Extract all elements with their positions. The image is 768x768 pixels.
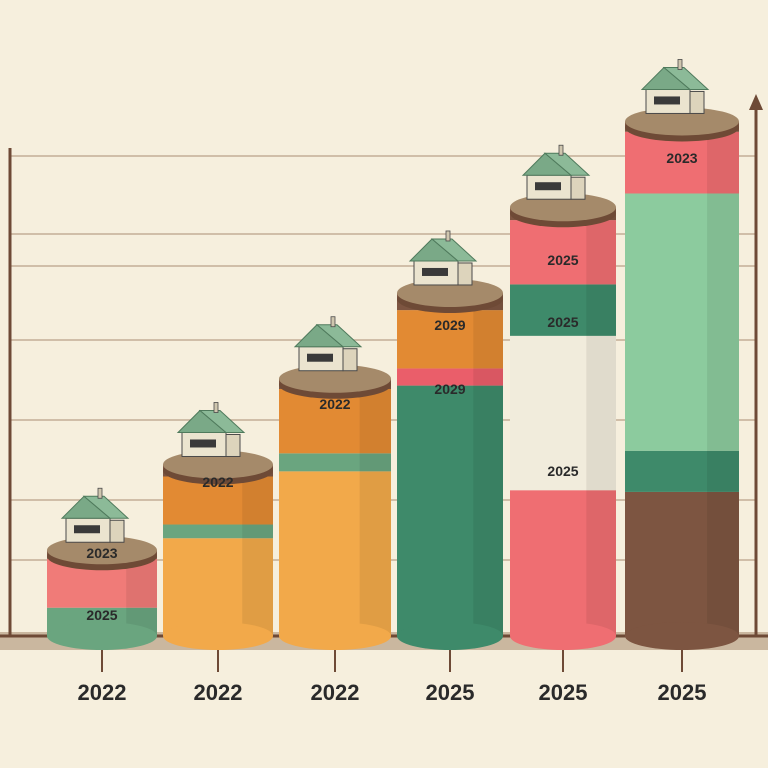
bar-shade (586, 207, 616, 636)
bar-segment (510, 490, 616, 636)
bar-segment (397, 368, 503, 386)
bar-segment (510, 284, 616, 336)
bar-label: 2025 (547, 252, 578, 268)
bar-base (47, 622, 157, 650)
bar-top (510, 193, 616, 222)
bar-segment (163, 538, 273, 636)
x-tick-label: 2022 (194, 680, 243, 705)
bar-top (625, 107, 739, 136)
house-icon (60, 487, 130, 543)
bar-label: 2022 (319, 396, 350, 412)
bar-segment (397, 310, 503, 369)
bar-segment (163, 476, 273, 525)
bar-shade (359, 378, 391, 636)
bar-top (397, 278, 503, 307)
bar-label: 2025 (547, 314, 578, 330)
bar-cylinder: 2022 (279, 316, 391, 650)
bar-cylinder: 2023 2025 (47, 487, 157, 650)
bar-label: 2022 (202, 474, 233, 490)
bar-top (163, 450, 273, 479)
bar-cylinder: 2025 2025 2025 (510, 144, 616, 650)
x-tick-labels: 2022 2022 2022 2025 2025 2025 (78, 650, 707, 705)
bar-cylinder: 2023 (625, 59, 739, 650)
bar-segment (625, 193, 739, 451)
bar-label: 2023 (86, 545, 117, 561)
axis-arrow-icon (749, 94, 763, 110)
bar-label: 2023 (666, 150, 697, 166)
x-tick-label: 2022 (78, 680, 127, 705)
bar-segment (279, 453, 391, 472)
bar-segment (625, 131, 739, 194)
bar-base (163, 622, 273, 650)
house-icon (521, 144, 591, 200)
house-icon (640, 59, 710, 114)
x-tick-label: 2025 (539, 680, 588, 705)
bar-base (625, 622, 739, 650)
bar-label: 2029 (434, 381, 465, 397)
bar-base (279, 622, 391, 650)
bar-segment (510, 220, 616, 285)
bar-segment (163, 524, 273, 539)
bar-shade (473, 292, 503, 636)
bar-top (279, 364, 391, 393)
bar-label: 2029 (434, 317, 465, 333)
bar-segment (279, 471, 391, 636)
x-tick-label: 2025 (426, 680, 475, 705)
bar-segment (625, 450, 739, 492)
house-icon (408, 230, 478, 286)
bar-shade (707, 121, 739, 637)
bar-segment (279, 389, 391, 454)
bar-shade (242, 464, 273, 636)
bar-top (47, 536, 157, 565)
bar-cylinder: 2022 (163, 402, 273, 650)
x-tick-label: 2022 (311, 680, 360, 705)
bar-label: 2025 (86, 607, 117, 623)
x-tick-label: 2025 (658, 680, 707, 705)
house-icon (176, 402, 246, 457)
bar-label: 2025 (547, 463, 578, 479)
bars: 2023 2025 2022 2022 2029 2029 2025 2025 2025 2023 (47, 59, 739, 650)
bar-segment (625, 491, 739, 636)
bar-base (510, 622, 616, 650)
bar-segment (397, 385, 503, 636)
bar-cylinder: 2029 2029 (397, 230, 503, 650)
bar-segment (510, 335, 616, 491)
house-icon (293, 316, 363, 372)
bar-base (397, 622, 503, 650)
